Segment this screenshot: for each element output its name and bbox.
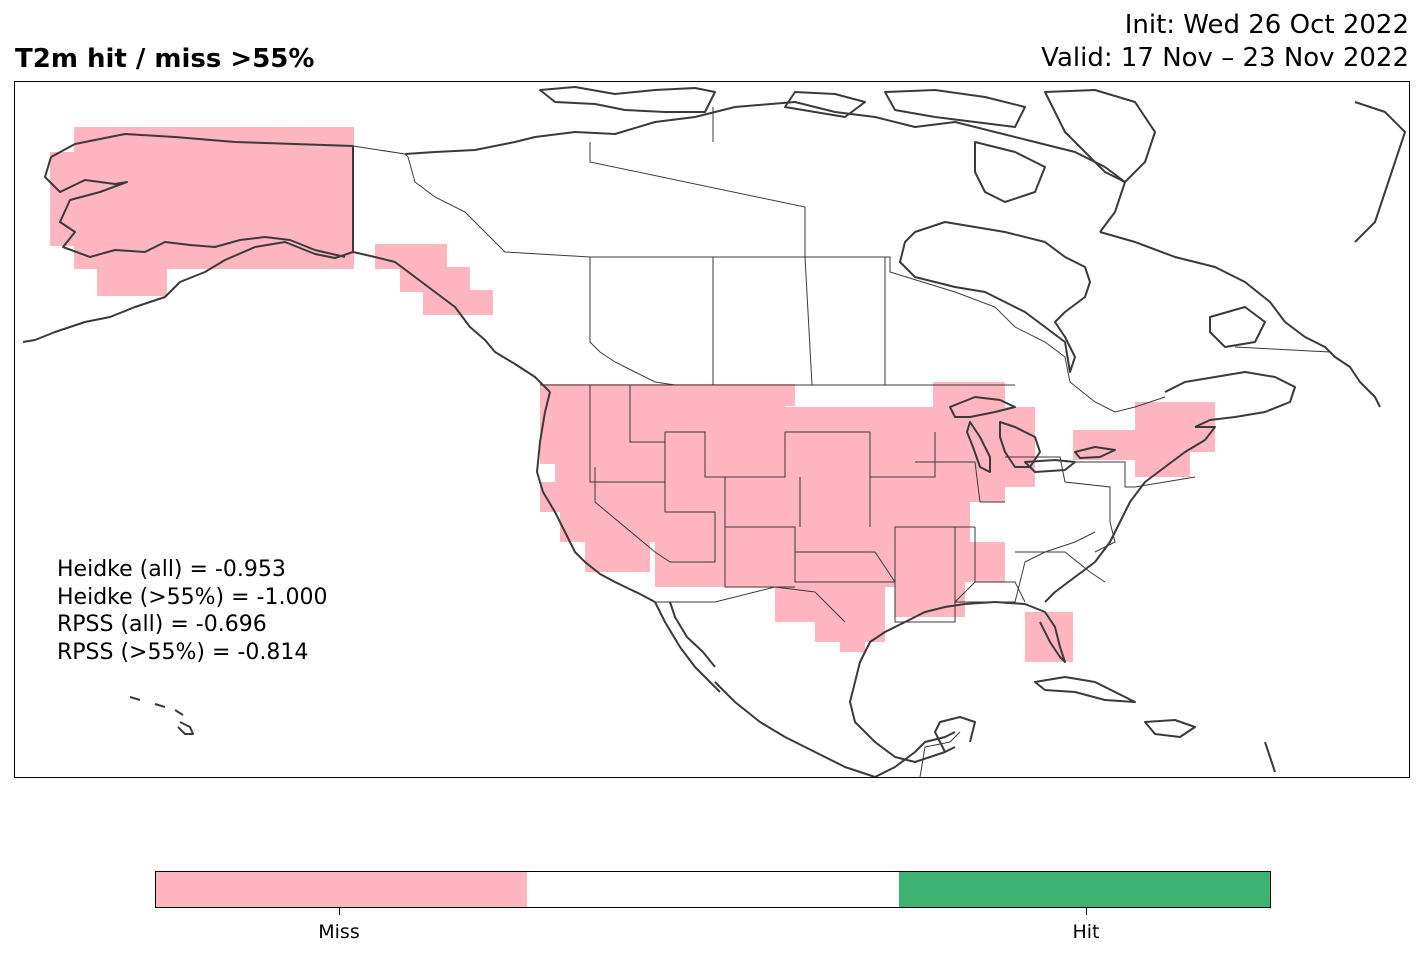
heidke-all-score: Heidke (all) = -0.953 — [57, 557, 286, 582]
valid-range: Valid: 17 Nov – 23 Nov 2022 — [1041, 43, 1409, 73]
colorbar-hit-segment — [898, 872, 1270, 907]
coastlines — [22, 86, 1406, 777]
map-title: T2m hit / miss >55% — [15, 44, 315, 74]
map-svg — [22, 86, 1406, 777]
colorbar-tick-hit — [1086, 908, 1087, 915]
colorbar-label-miss: Miss — [318, 921, 360, 943]
skill-scores: Heidke (all) = -0.953 Heidke (>55%) = -1… — [57, 556, 327, 666]
miss-cell — [74, 127, 354, 269]
miss-cell — [560, 502, 970, 542]
rpss-55-score: RPSS (>55%) = -0.814 — [57, 639, 309, 665]
miss-cell — [725, 384, 795, 406]
miss-cells — [50, 127, 1215, 662]
borders — [352, 107, 1331, 777]
miss-cell — [1135, 447, 1190, 477]
miss-cell — [1025, 612, 1073, 662]
miss-cell — [895, 587, 965, 617]
rpss-all-score: RPSS (all) = -0.696 — [57, 612, 267, 637]
colorbar-miss-segment — [156, 872, 528, 907]
colorbar-tick-miss — [339, 908, 340, 915]
miss-cell — [375, 244, 447, 269]
miss-cell — [840, 622, 865, 652]
colorbar-neutral-segment — [527, 872, 899, 907]
map-panel — [14, 81, 1410, 778]
miss-cell — [97, 261, 167, 296]
heidke-55-score: Heidke (>55%) = -1.000 — [57, 584, 328, 610]
colorbar-label-hit: Hit — [1072, 921, 1100, 943]
miss-cell — [585, 542, 650, 572]
miss-cell — [400, 267, 470, 292]
init-date: Init: Wed 26 Oct 2022 — [1124, 10, 1409, 40]
colorbar — [155, 871, 1271, 908]
miss-cell — [50, 219, 90, 246]
